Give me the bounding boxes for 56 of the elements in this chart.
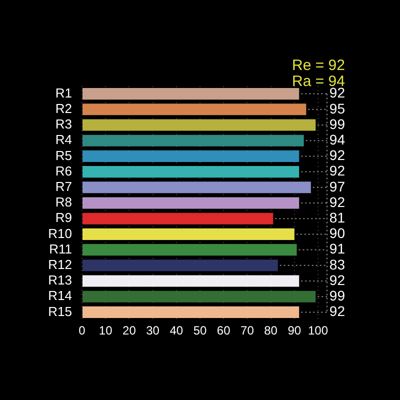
x-tick-label: 70 [240,324,254,338]
bar [82,104,306,116]
bar [82,182,311,194]
y-tick-label: R11 [49,241,72,256]
y-tick-label: R2 [55,100,72,116]
x-tick-label: 20 [122,324,136,338]
data-label: 91 [329,240,346,257]
x-tick-label: 80 [264,324,278,338]
x-tick-label: 30 [146,324,160,338]
bar [82,260,278,272]
text: Re = 92 [292,57,345,74]
bar [82,119,316,131]
data-label: 92 [329,194,346,210]
x-tick-label: 60 [216,324,231,338]
bar [82,275,300,287]
y-tick-label: R1 [55,85,72,100]
x-tick-label: 10 [98,324,113,338]
bar [82,88,300,100]
y-tick-label: R12 [48,256,72,272]
data-label: 99 [329,116,346,132]
data-label: 92 [329,147,346,164]
x-tick-label: 0 [78,324,86,338]
data-label: 92 [329,162,346,179]
data-label: 92 [329,272,346,288]
y-tick-label: R15 [48,304,72,319]
bar [82,197,300,209]
x-tick-label: 100 [308,324,328,338]
y-tick-label: R9 [55,210,72,226]
data-label: 90 [329,225,346,242]
bar [82,134,304,146]
data-label: 95 [329,100,346,116]
bar [82,306,300,318]
x-tick-label: 40 [170,324,184,338]
y-tick-label: R5 [55,148,72,163]
y-tick-label: R6 [55,163,72,178]
y-tick-label: R4 [55,132,72,148]
data-label: 94 [329,131,346,148]
y-tick-label: R10 [48,226,72,241]
bar [82,228,294,240]
y-tick-label: R14 [48,288,72,304]
y-tick-label: R8 [55,194,72,210]
y-tick-label: R13 [48,272,72,288]
y-tick-label: R7 [55,178,72,194]
data-label: 92 [329,303,346,320]
bar [82,150,300,162]
data-label: 81 [329,209,346,226]
data-label: 83 [329,256,346,272]
bar [82,290,316,302]
data-label: 97 [329,178,346,194]
data-label: 99 [329,287,346,304]
bar [82,244,297,256]
x-tick-label: 50 [193,324,207,338]
bar [82,212,274,224]
bar [82,166,300,178]
x-tick-label: 90 [288,324,302,338]
y-tick-label: R3 [55,116,72,132]
